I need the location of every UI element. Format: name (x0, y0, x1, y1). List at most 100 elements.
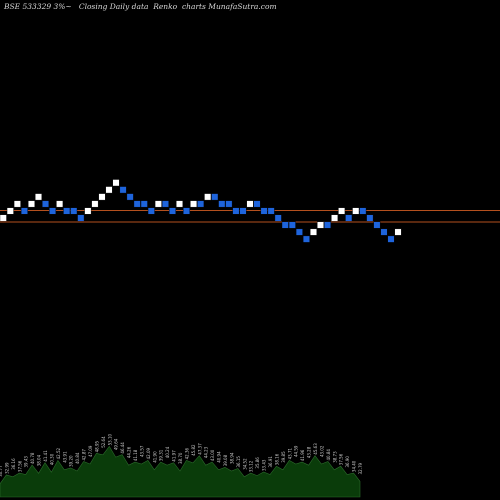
renko-brick-up (56, 200, 64, 208)
renko-brick-up (190, 200, 198, 208)
renko-brick-down (239, 207, 247, 215)
volume-label: 39.85 (281, 451, 286, 463)
volume-label: 43.28 (307, 446, 312, 458)
volume-label: 42.52 (56, 447, 61, 459)
volume-label: 41.41 (43, 450, 48, 462)
renko-brick-down (218, 200, 226, 208)
renko-brick-up (0, 214, 7, 222)
renko-brick-up (176, 200, 183, 208)
renko-brick-down (267, 207, 275, 215)
volume-label: 40.24 (165, 446, 170, 458)
renko-brick-down (359, 207, 367, 215)
renko-brick-up (310, 228, 317, 236)
renko-brick-down (49, 207, 57, 215)
volume-label: 43.91 (62, 451, 67, 463)
reference-lines (0, 210, 500, 223)
renko-brick-up (35, 193, 42, 201)
renko-brick-down (211, 193, 219, 201)
renko-brick-down (253, 200, 261, 208)
renko-brick-down (373, 221, 381, 229)
renko-brick-down (168, 207, 176, 215)
renko-brick-down (70, 207, 78, 215)
renko-brick-down (183, 207, 191, 215)
volume-label: 33.12 (249, 460, 254, 472)
renko-brick-down (126, 193, 134, 201)
volume-label: 48.95 (94, 440, 99, 452)
volume-label: 33.43 (262, 459, 267, 471)
volume-label: 40.84 (75, 452, 80, 464)
volume-label: 34.52 (242, 458, 247, 470)
volume-label: 38.94 (229, 452, 234, 464)
renko-brick-down (225, 200, 233, 208)
volume-label: 46.44 (120, 442, 125, 454)
renko-brick-down (281, 221, 289, 229)
renko-brick-down (147, 207, 155, 215)
renko-brick-down (274, 214, 282, 222)
renko-brick-down (161, 200, 169, 208)
volume-label: 49.64 (114, 438, 119, 450)
volume-label: 36.91 (268, 456, 273, 468)
volume-label: 42.87 (82, 449, 87, 461)
renko-brick-down (387, 235, 395, 243)
volume-label: 39.43 (24, 456, 29, 468)
renko-brick-down (295, 228, 303, 236)
volume-area (0, 445, 361, 498)
volume-label: 32.79 (358, 462, 363, 474)
volume-label: 53.10 (107, 433, 112, 445)
volume-area-shape (0, 445, 361, 498)
volume-label: 42.09 (146, 447, 151, 459)
volume-label: 36.90 (345, 456, 350, 468)
renko-brick-down (302, 235, 310, 243)
volume-label: 44.59 (294, 445, 299, 457)
renko-brick-up (317, 221, 324, 229)
volume-label: 47.09 (88, 445, 93, 457)
renko-brick-down (345, 214, 353, 222)
renko-brick-up (352, 207, 360, 215)
renko-brick-down (366, 214, 374, 222)
renko-brick-down (20, 207, 28, 215)
volume-label: 34.40 (352, 460, 357, 472)
renko-brick-down (119, 186, 127, 194)
volume-label: 36.15 (236, 456, 241, 468)
renko-brick-up (28, 200, 35, 208)
volume-label: 41.96 (300, 449, 305, 461)
volume-label: 40.78 (30, 452, 35, 464)
renko-brick-down (288, 221, 296, 229)
volume-label: 38.16 (274, 453, 279, 465)
volume-label: 41.18 (133, 449, 138, 461)
volume-label: 32.99 (4, 462, 9, 474)
volume-label: 47.37 (197, 443, 202, 455)
volume-label: 44.26 (127, 446, 132, 458)
renko-brick-up (84, 207, 92, 215)
renko-brick-down (133, 200, 141, 208)
renko-brick-down (197, 200, 205, 208)
renko-brick-down (77, 214, 85, 222)
volume-label: 38.70 (178, 452, 183, 464)
renko-brick-down (42, 200, 49, 208)
volume-label: 52.64 (101, 436, 106, 448)
renko-brick-down (380, 228, 388, 236)
volume-label: 39.08 (223, 454, 228, 466)
renko-brick-up (112, 179, 120, 187)
renko-brick-down (324, 221, 331, 229)
renko-brick-up (154, 200, 162, 208)
renko-brick-down (232, 207, 240, 215)
volume-label: 40.30 (49, 453, 54, 465)
renko-brick-up (394, 228, 402, 236)
renko-brick-up (204, 193, 212, 201)
chart-title: BSE 533329 3%~ Closing Daily data Renko … (4, 2, 277, 11)
renko-brick-up (13, 200, 21, 208)
renko-brick-down (140, 200, 148, 208)
volume-label: 45.82 (191, 444, 196, 456)
volume-label: 43.02 (319, 445, 324, 457)
volume-label: 37.56 (339, 453, 344, 465)
volume-label: 38.04 (37, 454, 42, 466)
volume-label: 39.31 (159, 449, 164, 461)
renko-brick-up (6, 207, 14, 215)
volume-labels: 30.77 32.99 36.16 37.56 39.43 40.78 38.04 41.41… (0, 433, 363, 476)
renko-bricks (0, 179, 402, 243)
volume-label: 43.57 (139, 445, 144, 457)
volume-label: 44.23 (204, 446, 209, 458)
renko-brick-up (331, 214, 339, 222)
volume-label: 43.71 (287, 447, 292, 459)
